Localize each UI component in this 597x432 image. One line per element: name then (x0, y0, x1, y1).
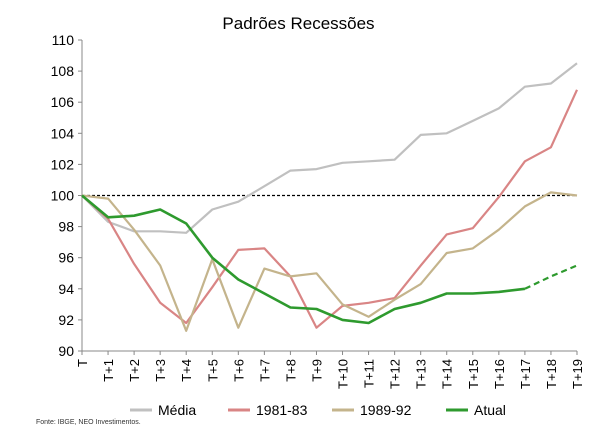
y-tick-label: 92 (58, 312, 74, 328)
x-tick-label: T+15 (466, 359, 481, 389)
x-tick-label: T+7 (257, 359, 272, 382)
x-tick-label: T+6 (231, 359, 246, 382)
x-tick-label: T (75, 359, 90, 367)
legend-label-0: Média (158, 402, 196, 418)
chart-title: Padrões Recessões (222, 14, 375, 33)
y-tick-label: 102 (51, 156, 75, 172)
legend-label-3: Atual (474, 402, 506, 418)
x-tick-label: T+9 (309, 359, 324, 382)
x-tick-label: T+14 (440, 359, 455, 389)
x-tick-label: T+12 (388, 359, 403, 389)
x-tick-label: T+16 (492, 359, 507, 389)
series-line-1 (81, 89, 579, 329)
series-line-3 (81, 194, 526, 325)
x-tick-label: T+4 (179, 359, 194, 382)
y-tick-label: 104 (51, 125, 75, 141)
y-tick-label: 100 (51, 188, 75, 204)
source-note: Fonte: IBGE, NEO Investimentos. (36, 419, 141, 426)
x-tick-label: T+1 (101, 359, 116, 382)
x-tick-label: T+13 (414, 359, 429, 389)
x-tick-label: T+10 (336, 359, 351, 389)
series-projection-3 (524, 264, 578, 290)
x-tick-label: T+17 (518, 359, 533, 389)
x-tick-label: T+3 (153, 359, 168, 382)
legend-label-1: 1981-83 (256, 402, 308, 418)
x-tick-label: T+19 (570, 359, 585, 389)
y-tick-label: 108 (51, 63, 75, 79)
x-tick-label: T+18 (544, 359, 559, 389)
legend-label-2: 1989-92 (360, 402, 412, 418)
y-tick-label: 110 (52, 32, 75, 48)
x-tick-label: T+2 (127, 359, 142, 382)
y-tick-label: 90 (58, 343, 74, 359)
y-tick-label: 98 (58, 219, 74, 235)
series-line-0 (81, 62, 578, 234)
x-tick-label: T+11 (362, 359, 377, 388)
x-tick-label: T+8 (283, 359, 298, 382)
series-line-2 (81, 191, 578, 332)
y-tick-label: 96 (58, 250, 74, 266)
x-tick-label: T+5 (205, 359, 220, 382)
y-tick-label: 106 (51, 94, 75, 110)
y-tick-label: 94 (58, 281, 74, 297)
